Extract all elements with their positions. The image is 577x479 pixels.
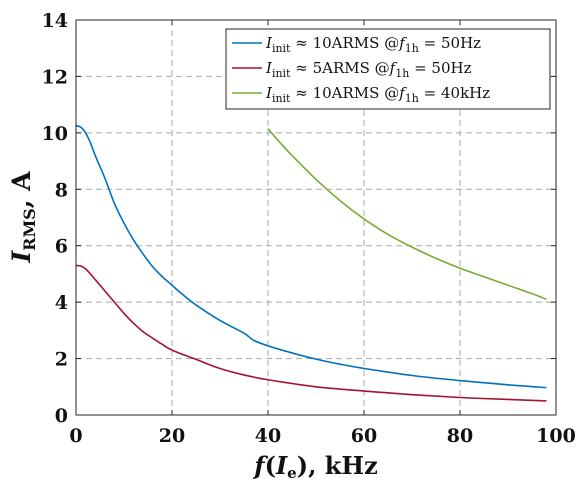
x-tick-label: 0 — [69, 425, 82, 447]
legend-entry-series-3: Iinit ≈ 10ARMS @f1h = 40kHz — [265, 84, 490, 105]
y-tick-label: 4 — [55, 292, 68, 314]
legend-3-end: = 40kHz — [419, 84, 490, 102]
y-axis-label-sub: RMS — [20, 208, 39, 251]
legend: Iinit ≈ 10ARMS @f1h = 50Hz Iinit ≈ 5ARMS… — [225, 28, 551, 110]
x-axis-label-i: I — [275, 451, 288, 479]
legend-2-sub2: 1h — [395, 67, 409, 80]
legend-2-f: f — [389, 59, 398, 77]
y-axis-label-i: I — [7, 250, 36, 264]
series-line-2 — [75, 264, 547, 402]
legend-2-sub1: init — [272, 67, 291, 80]
x-tick-label: 100 — [536, 425, 576, 447]
y-axis-label: IRMS, A — [7, 171, 39, 264]
legend-1-i: I — [265, 34, 273, 52]
tick-labels: 0 20 40 60 80 100 0 2 4 6 8 10 12 14 — [42, 10, 576, 447]
y-tick-label: 12 — [42, 66, 68, 88]
legend-1-sub2: 1h — [405, 42, 419, 55]
x-axis-label-open: ( — [265, 451, 276, 479]
series-line-3 — [267, 128, 547, 301]
x-axis-label-unit: kHz — [316, 451, 377, 479]
series-line-1 — [75, 125, 547, 389]
legend-2-end: = 50Hz — [409, 59, 471, 77]
x-axis-label-close: ), — [297, 451, 317, 479]
legend-1-mid: ≈ 10ARMS @ — [290, 34, 399, 52]
y-tick-label: 14 — [42, 10, 68, 32]
x-tick-label: 60 — [351, 425, 377, 447]
y-tick-label: 6 — [55, 236, 68, 258]
legend-2-i: I — [265, 59, 273, 77]
legend-1-end: = 50Hz — [419, 34, 481, 52]
x-axis-label-sub: e — [287, 464, 297, 479]
y-tick-label: 0 — [55, 405, 68, 427]
plot-frame — [75, 19, 557, 416]
x-axis-label: f(Ie), kHz — [252, 451, 377, 479]
x-tick-label: 80 — [447, 425, 473, 447]
x-tick-label: 20 — [159, 425, 185, 447]
legend-1-sub1: init — [272, 42, 291, 55]
legend-3-sub2: 1h — [405, 92, 419, 105]
legend-3-mid: ≈ 10ARMS @ — [290, 84, 399, 102]
ticks — [75, 19, 557, 416]
legend-3-i: I — [265, 84, 273, 102]
legend-2-mid: ≈ 5ARMS @ — [290, 59, 389, 77]
legend-3-sub1: init — [272, 92, 291, 105]
x-axis-label-f: f — [252, 451, 268, 479]
y-tick-label: 10 — [42, 123, 68, 145]
x-tick-label: 40 — [255, 425, 281, 447]
y-tick-label: 2 — [55, 349, 68, 371]
legend-1-f: f — [398, 34, 407, 52]
y-tick-label: 8 — [55, 179, 68, 201]
series-layer — [75, 125, 547, 402]
legend-entry-series-1: Iinit ≈ 10ARMS @f1h = 50Hz — [265, 34, 481, 55]
y-axis-label-unit: , A — [7, 171, 36, 208]
legend-entry-series-2: Iinit ≈ 5ARMS @f1h = 50Hz — [265, 59, 472, 80]
legend-3-f: f — [398, 84, 407, 102]
legend-box — [225, 28, 551, 110]
